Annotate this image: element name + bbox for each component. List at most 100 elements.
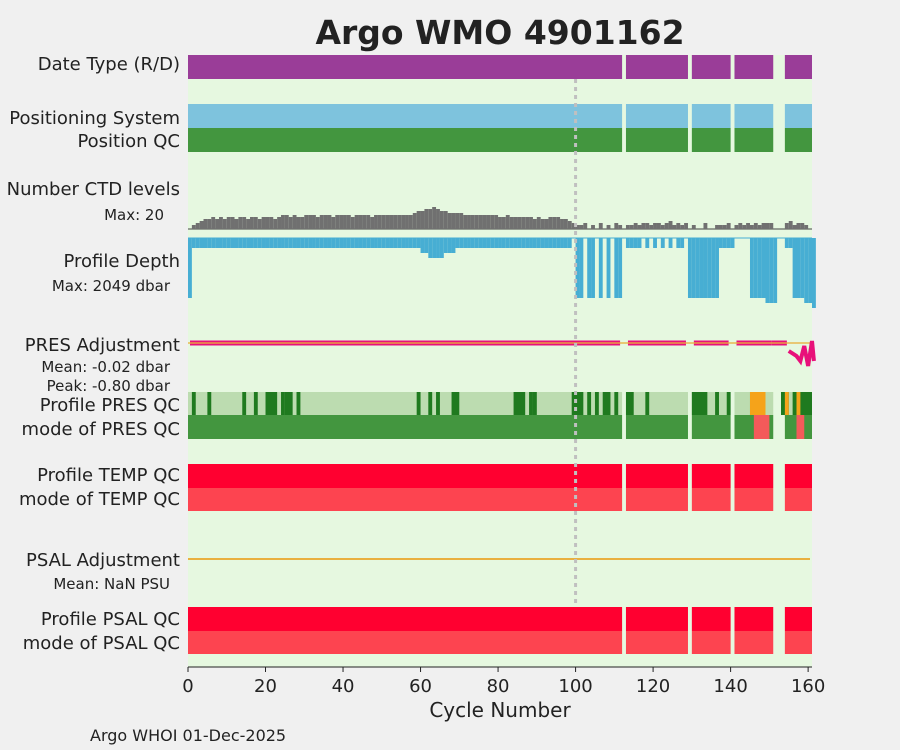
depth-bar xyxy=(587,238,592,298)
ctd-bar xyxy=(567,221,572,229)
ctd-bar xyxy=(796,223,801,229)
ctd-bar xyxy=(265,217,270,229)
temp-mode-qc-band xyxy=(625,488,688,511)
ctd-bar xyxy=(544,219,549,229)
label-mode-temp-qc: mode of TEMP QC xyxy=(19,489,180,510)
ctd-bar xyxy=(726,223,731,229)
pres-mode-qc-band xyxy=(188,415,623,439)
depth-bar xyxy=(598,238,603,298)
depth-bar xyxy=(401,238,406,248)
ctd-bar xyxy=(556,217,561,229)
ctd-bar xyxy=(250,217,254,229)
temp-profile-qc-band xyxy=(691,464,731,488)
depth-bar xyxy=(269,238,274,248)
depth-bar xyxy=(544,238,549,248)
depth-bar xyxy=(432,238,437,258)
ctd-bar xyxy=(715,225,719,229)
ctd-bar xyxy=(195,223,200,229)
depth-bar xyxy=(722,238,727,248)
pres-mode-qc-red-mark xyxy=(796,415,805,439)
pres-profile-qc-mark xyxy=(296,392,301,415)
depth-bar xyxy=(757,238,762,298)
x-tick-label: 20 xyxy=(254,676,277,697)
psal-mode-qc-band xyxy=(625,631,688,654)
psal-profile-qc-band xyxy=(691,607,731,631)
depth-bar xyxy=(343,238,347,248)
label-profile-psal-qc: Profile PSAL QC xyxy=(41,609,180,630)
ctd-bar xyxy=(246,219,251,229)
ctd-bar xyxy=(226,217,231,229)
depth-bar xyxy=(211,238,216,248)
depth-bar xyxy=(482,238,487,248)
ctd-bar xyxy=(277,217,282,229)
label-profile-depth: Profile Depth xyxy=(63,251,180,272)
ctd-bar xyxy=(219,217,223,229)
pres-profile-qc-mark xyxy=(792,392,797,415)
ctd-bar xyxy=(393,215,398,229)
depth-bar xyxy=(261,238,266,248)
depth-bar xyxy=(439,238,444,258)
depth-bar xyxy=(792,238,797,298)
depth-bar xyxy=(699,238,704,298)
depth-bar xyxy=(385,238,390,248)
ctd-bar xyxy=(312,215,316,229)
depth-bar xyxy=(660,238,665,248)
position-qc-band xyxy=(188,128,623,152)
ctd-bar xyxy=(424,209,429,229)
depth-bar xyxy=(680,238,685,248)
ctd-bar xyxy=(614,223,619,229)
depth-bar xyxy=(273,238,278,248)
psal-mode-qc-band xyxy=(188,631,623,654)
depth-bar xyxy=(455,238,460,248)
ctd-bar xyxy=(598,223,603,229)
label-pres-peak: Peak: -0.80 dbar xyxy=(47,377,171,395)
ctd-bar xyxy=(281,215,285,229)
depth-bar xyxy=(281,238,285,248)
ctd-bar xyxy=(370,217,375,229)
depth-bar xyxy=(327,238,332,248)
depth-bar xyxy=(703,238,708,298)
depth-bar xyxy=(730,238,735,248)
ctd-bar xyxy=(788,221,793,229)
pres-profile-qc-mark xyxy=(281,392,285,415)
ctd-bar xyxy=(482,215,487,229)
temp-mode-qc-band xyxy=(188,488,623,511)
ctd-bar xyxy=(513,217,518,229)
depth-bar xyxy=(618,238,623,298)
ctd-bar xyxy=(676,223,681,229)
ctd-bar xyxy=(583,223,588,229)
depth-bar xyxy=(397,238,402,248)
depth-bar xyxy=(277,238,282,248)
ctd-bar xyxy=(397,215,402,229)
ctd-bar xyxy=(668,221,673,229)
positioning-band xyxy=(188,104,623,128)
ctd-bar xyxy=(498,217,502,229)
depth-bar xyxy=(467,238,471,248)
ctd-bar xyxy=(579,225,584,229)
ctd-bar xyxy=(339,215,344,229)
depth-bar xyxy=(405,238,409,248)
ctd-bar xyxy=(315,217,320,229)
depth-bar xyxy=(370,238,375,248)
depth-bar xyxy=(315,238,320,248)
ctd-bar xyxy=(645,223,650,229)
ctd-bar xyxy=(377,215,382,229)
ctd-bar xyxy=(269,217,274,229)
ctd-bar xyxy=(575,225,580,229)
ctd-bar xyxy=(238,217,243,229)
pres-profile-qc-mark xyxy=(265,392,278,415)
positioning-band xyxy=(625,104,688,128)
depth-bar xyxy=(490,238,495,248)
pres-profile-qc-orange-mark xyxy=(749,392,766,415)
label-date-type: Date Type (R/D) xyxy=(38,54,180,75)
ctd-bar xyxy=(253,217,258,229)
ctd-bar xyxy=(443,211,448,229)
mode-band xyxy=(625,55,688,79)
temp-mode-qc-band xyxy=(734,488,774,511)
depth-bar xyxy=(501,238,506,248)
x-tick-label: 60 xyxy=(409,676,432,697)
depth-bar xyxy=(707,238,712,298)
depth-bar xyxy=(416,238,421,248)
ctd-bar xyxy=(416,211,421,229)
ctd-bar xyxy=(490,215,495,229)
